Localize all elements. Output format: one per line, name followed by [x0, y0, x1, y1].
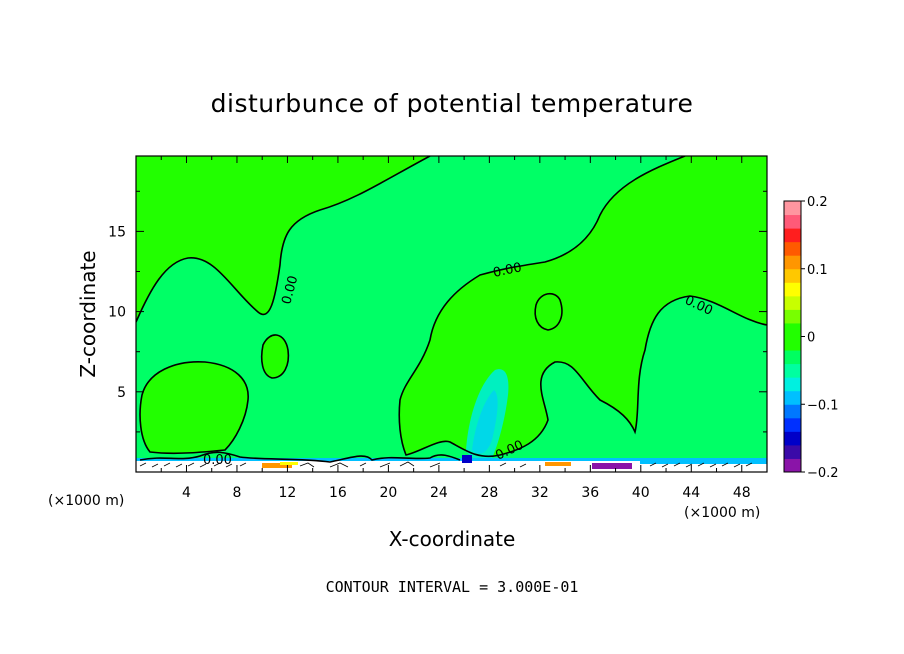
- contour-lines: [136, 156, 767, 463]
- surface-cool-strip: [136, 458, 767, 461]
- colorbar-segment: [784, 322, 801, 337]
- y-tick-label: 15: [108, 224, 126, 240]
- surface-strip-yellow: [280, 462, 298, 465]
- contour-zero-surface: [139, 451, 461, 463]
- colorbar-segment: [784, 417, 801, 432]
- surface-strip-orange-b: [545, 462, 571, 466]
- colorbar-segment: [784, 241, 801, 256]
- colorbar-segment: [784, 363, 801, 378]
- x-axis: 4 8 12 16 20 24 28 32 36 40 44 48: [160, 156, 751, 501]
- surface-strip-blue: [462, 455, 472, 463]
- y-tick-label: 10: [108, 305, 126, 321]
- colorbar-tick-label: 0.2: [807, 195, 828, 210]
- colorbar-tick-label: 0: [807, 331, 815, 346]
- surface-strip-cyan: [640, 461, 767, 464]
- x-tick-label: 12: [279, 485, 297, 501]
- warm-bubble-lower-left: [140, 361, 249, 454]
- colorbar-segment: [784, 404, 801, 419]
- x-tick-label: 32: [531, 485, 549, 501]
- colorbar-segment: [784, 350, 801, 365]
- y-axis: 5 10 15: [108, 190, 767, 433]
- colorbar-segment: [784, 255, 801, 270]
- negative-region-left: [136, 156, 767, 472]
- x-unit-label-right: (×1000 m): [684, 505, 760, 521]
- x-axis-title: X-coordinate: [389, 527, 516, 551]
- y-tick-label: 5: [117, 385, 126, 401]
- contour-zero-cell-right: [534, 292, 563, 331]
- colorbar-segment: [784, 336, 801, 351]
- colorbar-segment: [784, 390, 801, 405]
- colorbar-tick-label: 0.1: [807, 263, 828, 278]
- colorbar-segment: [784, 444, 801, 459]
- x-tick-label: 44: [682, 485, 700, 501]
- chart-title: disturbunce of potential temperature: [211, 89, 694, 118]
- colorbar-segment: [784, 282, 801, 297]
- surface-hatching: [139, 461, 753, 468]
- contour-label-group: 0.00 0.00 0.00 0.00 0.00: [203, 260, 715, 468]
- x-tick-label: 4: [182, 485, 191, 501]
- contour-label: 0.00: [203, 453, 232, 468]
- x-unit-label-left: (×1000 m): [48, 493, 124, 509]
- colorbar-segments: [784, 201, 801, 473]
- plot-frame: [135, 155, 768, 473]
- colorbar-tick-label: −0.2: [807, 466, 839, 481]
- x-tick-label: 24: [430, 485, 448, 501]
- x-tick-label: 20: [379, 485, 397, 501]
- colorbar: 0.2 0.1 0 −0.1 −0.2: [783, 195, 839, 481]
- colorbar-segment: [784, 201, 801, 216]
- colorbar-segment: [784, 458, 801, 473]
- x-tick-label: 28: [480, 485, 498, 501]
- colorbar-segment: [784, 309, 801, 324]
- surface-strip-orange: [262, 463, 292, 468]
- contour-zero-cell-center: [260, 334, 290, 379]
- colorbar-segment: [784, 268, 801, 283]
- contour-label: 0.00: [492, 260, 523, 281]
- colorbar-segment: [784, 377, 801, 392]
- contour-zero-bubble: [139, 361, 249, 455]
- x-tick-label: 40: [632, 485, 650, 501]
- colorbar-tick-label: −0.1: [807, 398, 839, 413]
- contour-zero-main: [136, 156, 431, 323]
- colorbar-segment: [784, 214, 801, 229]
- x-tick-label: 8: [232, 485, 241, 501]
- x-tick-label: 48: [733, 485, 751, 501]
- contour-label: 0.00: [279, 274, 301, 306]
- surface-strip-purple-a: [592, 463, 632, 469]
- cool-plume-inner: [472, 390, 498, 454]
- colorbar-segment: [784, 228, 801, 243]
- negative-cell-center: [261, 334, 289, 378]
- contour-interval-label: CONTOUR INTERVAL = 3.000E-01: [326, 578, 579, 596]
- x-tick-label: 16: [329, 485, 347, 501]
- positive-cell-right: [535, 293, 562, 330]
- y-axis-title: Z-coordinate: [76, 250, 100, 377]
- colorbar-segment: [784, 295, 801, 310]
- contour-zero-right: [398, 156, 767, 458]
- colorbar-ticks: 0.2 0.1 0 −0.1 −0.2: [801, 195, 839, 481]
- x-tick-label: 36: [581, 485, 599, 501]
- colorbar-segment: [784, 431, 801, 446]
- plot-area: [136, 156, 767, 472]
